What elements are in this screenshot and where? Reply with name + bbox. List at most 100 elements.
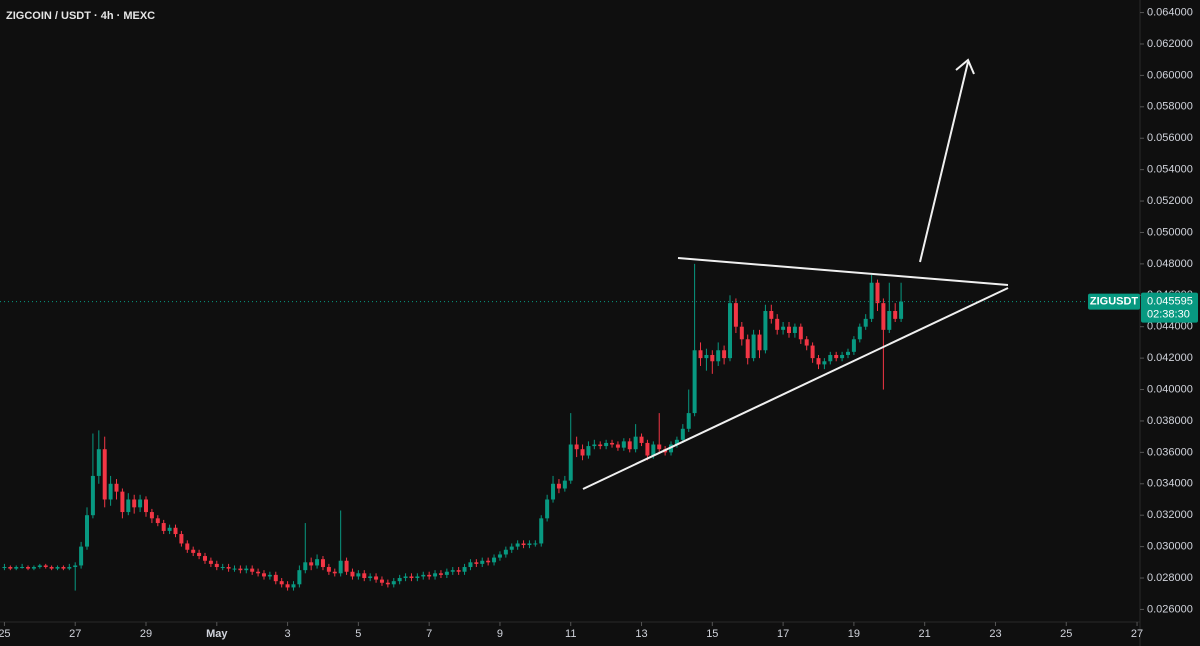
candle-body [37,565,42,568]
candle-body [722,350,727,359]
candle-body [816,358,821,365]
candle-body [185,543,190,550]
candle-body [356,573,361,577]
candle-body [344,560,349,572]
candle-body [85,515,90,547]
candle-body [102,449,107,500]
drawings [582,58,1009,490]
candle-body [173,527,178,535]
x-tick-label: 11 [565,628,576,640]
candle-body [179,534,184,544]
candle-body [132,499,137,508]
candle-body [857,326,862,340]
candle-body [427,574,432,577]
candle-body [539,518,544,544]
candle-body [551,483,556,500]
candle-body [728,303,733,359]
candle-body [834,354,839,359]
symbol-tag [1088,293,1140,310]
candle-body [161,523,166,531]
candle-body [556,483,561,489]
candle-body [527,543,532,546]
candle-body [503,549,508,555]
x-tick-label: 3 [285,628,291,640]
candle-body [433,573,438,577]
candle-body [108,483,113,500]
candle-body [79,546,84,566]
candle-body [397,578,402,582]
candle-body [533,543,538,545]
candle-body [326,567,331,572]
candle-body [792,326,797,333]
x-tick-label: 17 [777,628,789,640]
candle-body [415,576,420,579]
candle-body [20,567,25,569]
candle-body [781,326,786,330]
candle-body [61,567,66,569]
candle-body [315,559,320,566]
candle-body [73,565,78,568]
candle-body [486,560,491,563]
candle-body [362,573,367,579]
y-tick-label: 0.036000 [1147,446,1193,458]
y-tick-label: 0.058000 [1147,101,1193,113]
candle-body [804,339,809,346]
x-tick-label: 13 [635,628,647,640]
candle-body [444,571,449,575]
x-tick-label: 19 [848,628,860,640]
candle-body [639,436,644,443]
candle-body [568,444,573,481]
candle-body [456,570,461,572]
x-tick-label: 23 [989,628,1001,640]
last-price-label: 0.045595 [1147,296,1193,308]
candle-body [716,350,721,362]
candle-body [881,303,886,330]
candle-body [604,442,609,447]
candle-body [421,574,426,577]
candle-body [256,571,261,574]
candle-body [250,568,255,572]
y-tick-label: 0.060000 [1147,69,1193,81]
candle-body [686,413,691,429]
candle-body [8,567,13,569]
candle-body [309,562,314,566]
symbol-label: ZIGUSDT [1090,296,1139,308]
candle-body [155,518,160,524]
y-tick-label: 0.030000 [1147,541,1193,553]
y-tick-label: 0.064000 [1147,6,1193,18]
candle-body [657,444,662,450]
countdown-label: 02:38:30 [1147,309,1190,321]
candle-body [303,562,308,571]
candle-body [739,326,744,340]
y-tick-label: 0.026000 [1147,603,1193,615]
candle-body [757,334,762,351]
candle-body [126,499,131,513]
candle-body [191,549,196,553]
candle-body [374,576,379,580]
candle-body [598,444,603,447]
candle-body [775,318,780,330]
candle-body [202,556,207,561]
candle-body [43,565,48,568]
candle-body [279,581,284,585]
candle-body [90,475,95,516]
y-tick-label: 0.032000 [1147,509,1193,521]
candle-body [733,303,738,327]
candle-body [840,354,845,359]
candle-body [621,441,626,448]
candle-body [96,449,101,476]
trendline-upper [677,257,1009,286]
candle-body [26,567,31,569]
candle-body [704,354,709,359]
plot-area [0,263,1140,591]
candle-body [497,554,502,558]
candle-body [285,584,290,588]
x-tick-label: 27 [1131,628,1143,640]
candle-body [14,567,19,569]
x-tick-label: 21 [919,628,931,640]
candle-body [769,311,774,319]
candle-body [710,354,715,362]
candle-body [238,568,243,571]
